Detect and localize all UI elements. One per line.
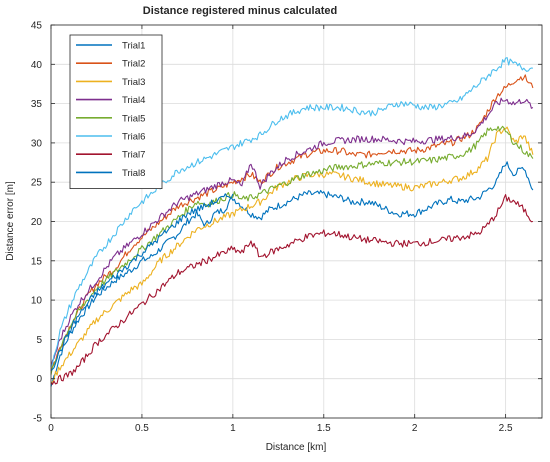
y-tick-label: -5 [33,414,42,425]
y-tick-label: 40 [31,60,43,71]
y-axis-label: Distance error [m] [5,181,16,261]
series-line-trial6 [50,57,533,368]
y-tick-label: 0 [36,374,42,385]
legend: Trial1 Trial2 Trial3 Trial4 Trial5 Trial6 Tria… [69,34,163,190]
x-tick-label: 2 [412,423,418,434]
y-tick-label: 20 [31,217,43,228]
y-tick-label: 35 [31,99,43,110]
series-line-trial4 [50,97,534,368]
x-axis-label: Distance [km] [266,442,327,453]
x-tick-label: 2.5 [499,423,513,434]
y-tick-label: 30 [31,138,43,149]
legend-label-trial4: Trial4 [122,95,145,106]
y-tick-label: 45 [31,21,43,32]
legend-label-trial7: Trial7 [122,150,145,161]
y-tick-label: 15 [31,256,43,267]
legend-label-trial3: Trial3 [122,77,145,88]
legend-label-trial1: Trial1 [122,41,145,52]
grid-lines [50,24,542,419]
series-lines [50,57,534,387]
axes: 0 0.5 1 1.5 2 2.5 -5 0 5 10 15 20 25 30 35 40 45 [31,21,543,434]
x-tick-label: 1.5 [317,423,331,434]
series-line-trial8 [50,193,234,372]
series-line-trial1 [50,161,534,387]
chart-title: Distance registered minus calculated [143,5,337,17]
series-line-trial2 [50,74,534,371]
legend-label-trial6: Trial6 [122,132,145,143]
y-tick-label: 10 [31,296,43,307]
y-tick-label: 25 [31,178,43,189]
legend-box [69,34,163,190]
x-tick-label: 1 [230,423,236,434]
legend-label-trial2: Trial2 [122,59,145,70]
series-line-trial7 [50,194,533,385]
x-tick-label: 0 [48,423,54,434]
series-line-trial5 [50,125,534,375]
y-tick-label: 5 [36,335,42,346]
x-tick-label: 0.5 [135,423,149,434]
legend-label-trial5: Trial5 [122,113,145,124]
legend-label-trial8: Trial8 [122,168,145,179]
